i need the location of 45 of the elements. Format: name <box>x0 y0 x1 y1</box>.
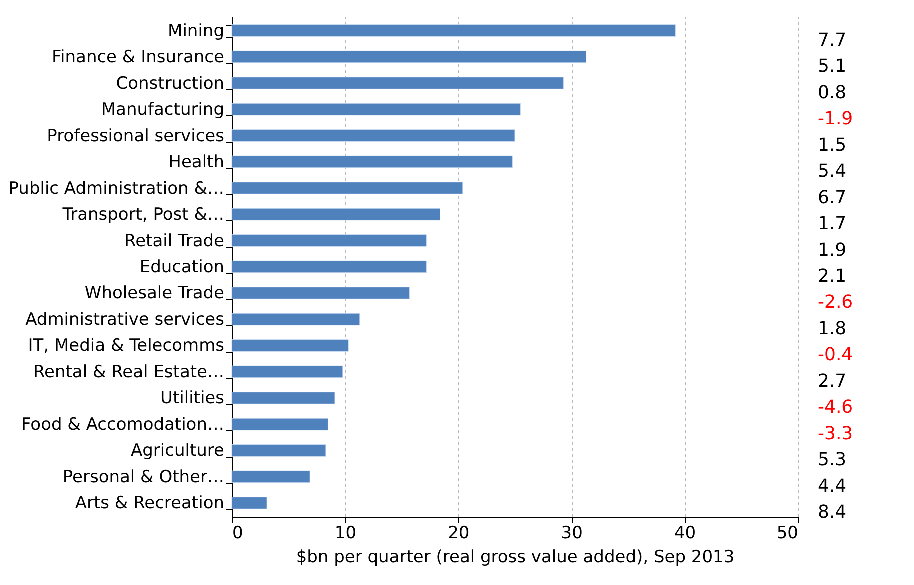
text: -1.9 <box>818 108 854 130</box>
x-tick-label: 40 <box>674 524 696 544</box>
x-tick-label: 50 <box>776 524 798 544</box>
text: 1.7 <box>818 214 847 235</box>
text: -0.4 <box>818 344 854 366</box>
text: 8.4 <box>818 502 847 524</box>
y-tick-label: Arts & Recreation <box>75 494 224 514</box>
text: 1.8 <box>818 318 847 340</box>
y-tick-label: Food & Accomodation… <box>22 414 224 435</box>
text: 6.7 <box>818 187 847 208</box>
text: 1.9 <box>818 240 847 261</box>
text: 5.4 <box>818 161 847 182</box>
text: 0.8 <box>818 82 847 104</box>
y-tick-label: Public Administration &… <box>8 178 224 199</box>
y-tick-label: Mining <box>168 21 224 42</box>
y-tick-label: Wholesale Trade <box>84 284 224 304</box>
y-tick-label: IT, Media & Telecomms <box>28 336 225 356</box>
text: -4.6 <box>818 397 854 418</box>
text: 5.1 <box>818 56 847 78</box>
x-tick-label: 30 <box>561 524 583 544</box>
x-tick-label: 0 <box>232 524 244 544</box>
text: 1.5 <box>818 134 847 156</box>
y-tick-label: Transport, Post &… <box>62 205 224 226</box>
x-axis-title: $bn per quarter (real gross value added), Sep 2013 <box>296 548 735 568</box>
text: 2.7 <box>818 370 847 392</box>
text: 5.3 <box>818 450 847 471</box>
y-tick-label: Rental & Real Estate… <box>33 362 224 382</box>
y-tick-label: Finance & Insurance <box>52 48 224 68</box>
y-tick-label: Agriculture <box>131 441 224 462</box>
text: 4.4 <box>818 476 847 497</box>
y-tick-label: Utilities <box>160 388 225 409</box>
text: -2.6 <box>818 292 854 314</box>
y-tick-label: Personal & Other… <box>62 467 224 488</box>
text: 7.7 <box>818 30 847 51</box>
y-tick-label: Health <box>168 152 224 173</box>
text: 2.1 <box>818 266 847 287</box>
y-tick-label: Retail Trade <box>124 231 224 252</box>
y-tick-label: Professional services <box>47 126 225 146</box>
x-tick-label: 20 <box>448 524 470 544</box>
y-tick-label: Manufacturing <box>101 100 224 120</box>
text: -3.3 <box>818 423 854 444</box>
y-tick-label: Construction <box>116 74 224 94</box>
x-tick-label: 10 <box>334 524 357 544</box>
y-tick-label: Education <box>140 258 224 278</box>
y-tick-label: Administrative services <box>26 310 225 330</box>
